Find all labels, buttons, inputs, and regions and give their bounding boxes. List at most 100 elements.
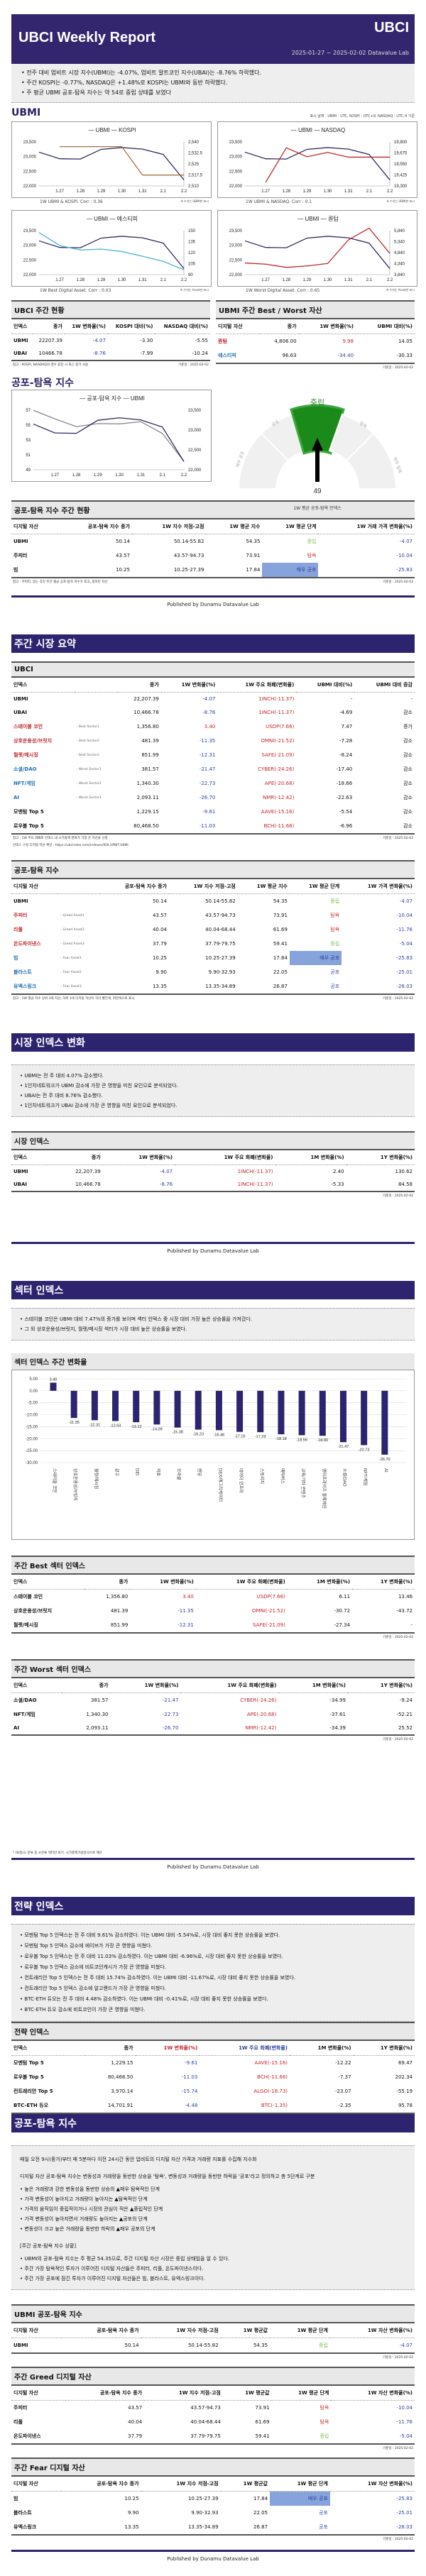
table-cell: UBAI: [11, 1178, 48, 1192]
svg-text:-16.46: -16.46: [214, 1433, 225, 1437]
table-cell: 10.25: [152, 955, 167, 961]
column-header: 1W 변화율(%): [102, 1150, 175, 1165]
table-cell: -26.70: [110, 1722, 181, 1736]
table-cell: -18.66: [336, 781, 353, 786]
column-header: 1Y 변화율(%): [353, 2041, 415, 2056]
column-header: 디지털 자산: [11, 2386, 65, 2401]
table-cell: [74, 819, 118, 835]
svg-text:150: 150: [188, 229, 196, 233]
table-cell: -21.47: [199, 766, 216, 772]
table-cell: 9.90-32.93: [191, 2510, 219, 2516]
table-row: UBAI 10,466.78 -8.76 1INCH(-11.37) -4.69 감소: [11, 705, 415, 720]
table-cell: 26.87: [220, 2520, 271, 2536]
svg-text:1.29: 1.29: [303, 278, 312, 282]
table-cell: - Fear Asset1: [60, 956, 82, 960]
table-cell: 43.57-94.73: [190, 2405, 221, 2411]
table-cell: - Best Sector3: [76, 753, 99, 757]
svg-text:2.2: 2.2: [181, 473, 187, 478]
table-cell: [58, 894, 99, 909]
svg-text:메타버스: 메타버스: [280, 1468, 285, 1485]
table-row: 월렛/메시징 851.99 -12.31 SAFE(-21.09) -27.34-: [11, 1618, 415, 1634]
svg-text:-16.23: -16.23: [192, 1433, 204, 1437]
table-cell: BTC-ETH 듀오: [11, 2098, 86, 2114]
best-worst-table: UBMI 주간 Best / Worst 자산 디지털 자산 종가 1W 변화율(%…: [216, 300, 415, 364]
svg-text:스테이블 코인: 스테이블 코인: [52, 1468, 58, 1493]
table-row: NFT/게임 1,340.30 -22.73 APE(-20.68) -37.61 -52…: [11, 1707, 415, 1722]
table-cell: 851.99: [84, 1618, 131, 1634]
table-cell: -25.83: [396, 955, 413, 961]
table-cell: -21.47: [162, 1697, 179, 1703]
table-cell: OMNI(-21.52): [261, 738, 295, 744]
fear-greed-title: 공포-탐욕 지수: [11, 378, 74, 389]
column-header: 1W 주요 화폐(변화율): [217, 678, 297, 693]
table-row: 모멘텀 Top 5 1,229.15 -9.61 AAVE(-15.16) -5.54 감…: [11, 805, 415, 819]
column-header: 1W 주요 화폐(변화율): [200, 2041, 290, 2056]
index-link[interactable]: 인덱스 구성 디지털 자산 확인 : https://ubcindex.com/…: [13, 844, 129, 847]
table-cell: 10.25-27.39: [187, 2496, 219, 2501]
table-cell: 22207.39: [38, 338, 62, 343]
column-header: 1W 평균 단계: [289, 879, 342, 894]
column-header: 1W 가격 변화율(%): [342, 879, 415, 894]
column-header: 종가: [47, 1150, 103, 1165]
table-cell: 17.84: [206, 563, 263, 578]
svg-text:-26.70: -26.70: [379, 1458, 390, 1462]
table-cell: 59.41: [273, 941, 288, 947]
table-row: 주피터 - Greed Asset1 43.57 43.57-94.73 73.91 탐욕…: [11, 908, 415, 923]
svg-text:-30.00: -30.00: [26, 1461, 38, 1465]
column-header: 1W 평균 지수: [206, 519, 263, 534]
table-row: 로우볼 Top 5 80,468.50 -11.03 BCH(-11.68) -7.37…: [11, 2070, 415, 2084]
column-header: 종가: [84, 1575, 131, 1590]
table-cell: 탐욕: [330, 927, 340, 932]
table-cell: 13.35: [99, 979, 169, 995]
table-cell: NFT/게임: [13, 781, 36, 786]
svg-text:22,000: 22,000: [23, 273, 37, 277]
table-cell: 381.57: [141, 766, 159, 772]
svg-text:23,000: 23,000: [23, 244, 37, 248]
section-bar-sector-index: 섹터 인덱스: [11, 1281, 415, 1299]
column-header: 인덱스: [11, 1678, 62, 1693]
table-cell: -10.04: [396, 913, 413, 918]
table-cell: 10.25: [58, 563, 133, 578]
table-cell: 중립: [270, 2338, 330, 2354]
column-header: 1W 평균값: [222, 2386, 272, 2401]
svg-text:-12.31: -12.31: [89, 1423, 101, 1427]
svg-text:— UBMI — 에스티피: — UBMI — 에스티피: [87, 216, 138, 222]
table-cell: 37.79: [152, 941, 167, 947]
table-cell: 빔: [13, 2496, 18, 2501]
table-cell: -5.55: [195, 338, 208, 343]
svg-text:23,000: 23,000: [188, 429, 202, 433]
table-cell: UBMI: [13, 898, 28, 904]
table-row: 블라스트 9.90 9.90-32.93 22.05 공포 -25.01: [11, 2506, 415, 2520]
table-cell: 에스티피: [216, 348, 259, 364]
column-header: 종가: [85, 2041, 136, 2056]
table-cell: -34.39: [278, 1722, 348, 1736]
svg-text:23,000: 23,000: [229, 155, 243, 160]
table-cell: CYBER(-24.26): [258, 766, 295, 772]
table-cell: 96.63: [258, 348, 299, 364]
svg-text:— UBMI — NASDAQ: — UBMI — NASDAQ: [291, 127, 345, 133]
table-cell: -8.76: [64, 347, 108, 361]
svg-text:23,500: 23,500: [229, 141, 243, 145]
svg-text:-10.00: -10.00: [26, 1414, 38, 1418]
column-header: 1W 거래 가격 변화율(%): [318, 519, 415, 534]
svg-text:19,550: 19,550: [394, 163, 408, 167]
table-cell: -8.76: [102, 1178, 175, 1192]
market-index-bullets: UBMI는 전 주 대비 4.07% 감소했다. 1인치네트워크가 UBMI 감…: [11, 1064, 415, 1117]
svg-text:1.27: 1.27: [261, 189, 270, 194]
svg-text:1.30: 1.30: [324, 189, 332, 194]
svg-text:2.2: 2.2: [387, 189, 393, 194]
table-cell: -5.04: [399, 941, 413, 947]
column-header: 1W 변화율(%): [110, 1678, 181, 1693]
fear-greed-explanation: 매일 오전 9시(종가)부터 매 5분마다 이전 24시간 동안 업비트의 디지…: [11, 2145, 415, 2290]
table-cell: 1INCH(-11.37): [258, 696, 295, 702]
table-cell: -25.01: [396, 2510, 413, 2516]
table-cell: -17.40: [336, 766, 353, 772]
column-header: 공포-탐욕 지수 종가: [65, 2386, 145, 2401]
table-cell: 모멘텀 Top 5: [13, 2060, 44, 2066]
table-cell: 17.84: [273, 955, 288, 961]
column-header: 1W 변화율(%): [135, 2041, 200, 2056]
table-cell: USDP(7.66): [256, 1594, 285, 1600]
column-header: 1W 자산 변화율(%): [329, 2323, 415, 2338]
svg-text:엔터프라이즈 블록체인: 엔터프라이즈 블록체인: [321, 1468, 327, 1509]
svg-text:1.27: 1.27: [55, 189, 64, 194]
